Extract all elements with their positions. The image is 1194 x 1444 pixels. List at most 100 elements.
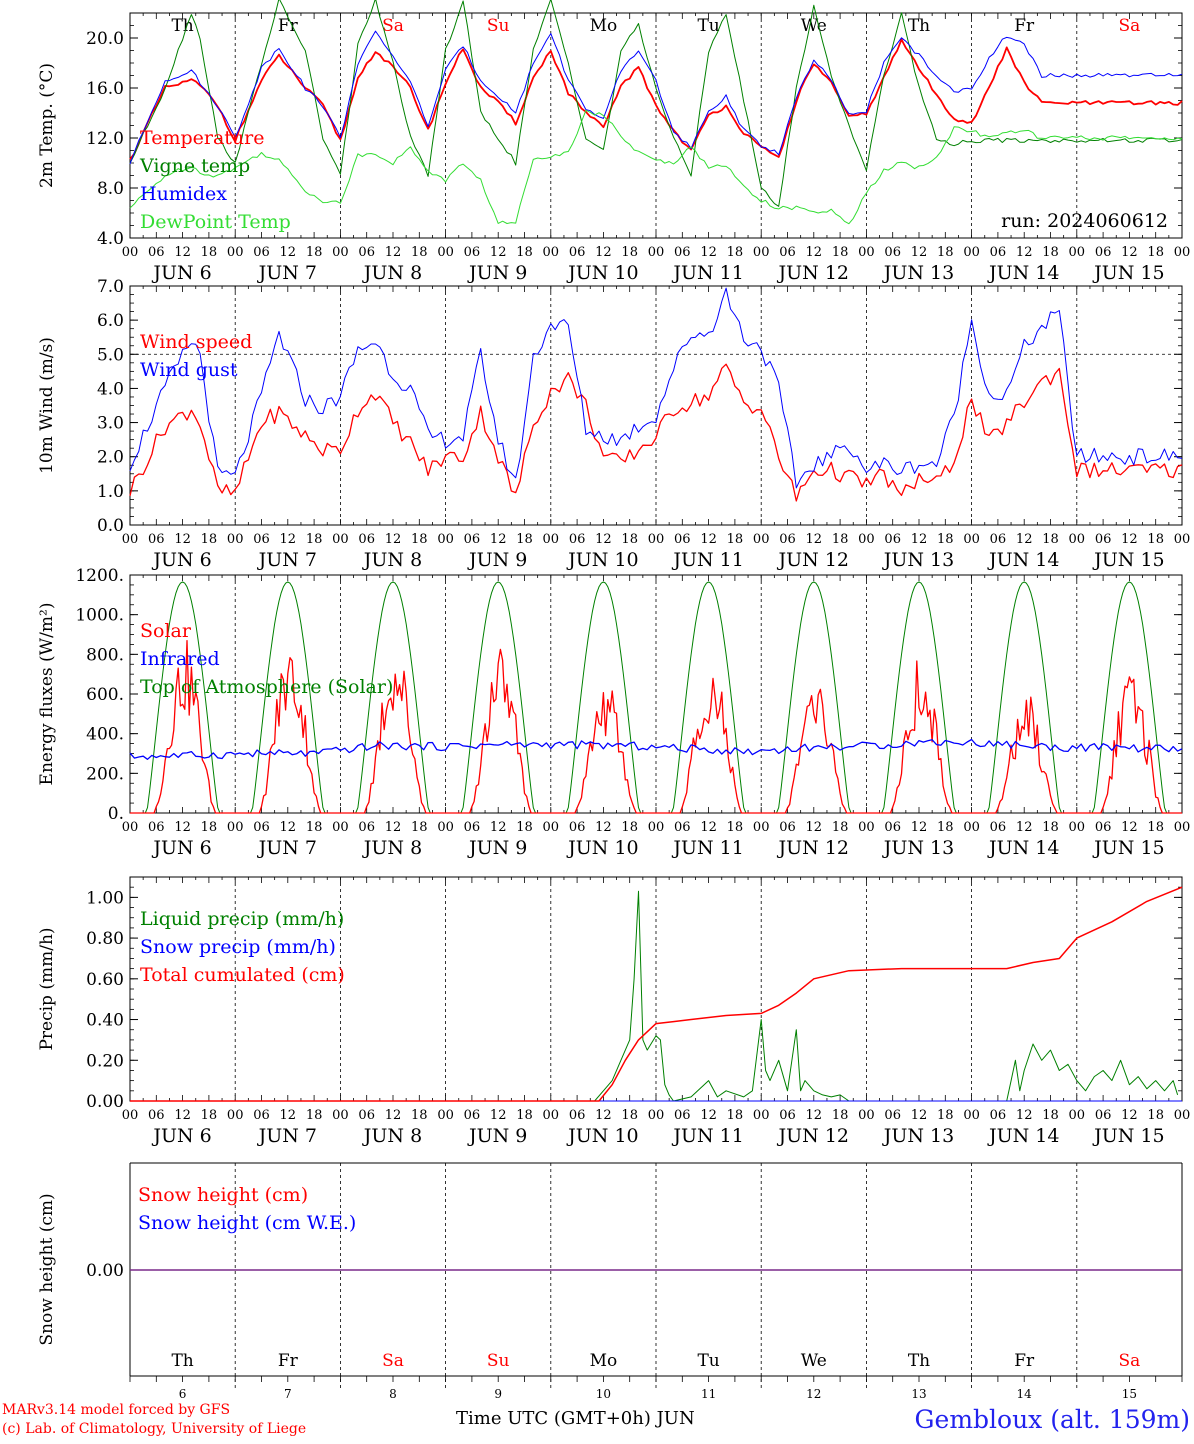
energy-hour-label: 06 — [884, 820, 901, 835]
energy-date-label: JUN 7 — [257, 837, 317, 859]
precip-hour-label: 18 — [516, 1108, 533, 1123]
precip-hour-label: 06 — [358, 1108, 375, 1123]
energy-hour-label: 18 — [1042, 820, 1059, 835]
energy-hour-label: 12 — [595, 820, 612, 835]
wind-hour-label: 00 — [858, 532, 875, 547]
precip-x-axis-labels: 00 06 12 18 JUN 6 00 06 12 18 JUN 7 00 06 12 18 JUN 8 0… — [122, 1108, 1191, 1147]
energy-hour-label: 12 — [911, 820, 928, 835]
temperature-hour-label: 18 — [937, 245, 954, 260]
precip-date-label: JUN 9 — [467, 1125, 527, 1147]
precip-hour-label: 00 — [437, 1108, 454, 1123]
wind-date-label: JUN 11 — [671, 549, 743, 571]
wind-y-tick-label: 1.0 — [97, 482, 124, 502]
wind-hour-label: 18 — [1147, 532, 1164, 547]
temperature-hour-label: 12 — [1016, 245, 1033, 260]
energy-date-label: JUN 14 — [987, 837, 1059, 859]
temperature-hour-label: 00 — [1069, 245, 1086, 260]
snow-day-number: 10 — [596, 1387, 611, 1401]
snow-day-number: 12 — [806, 1387, 821, 1401]
precip-hour-label: 00 — [227, 1108, 244, 1123]
energy-hour-label: 12 — [490, 820, 507, 835]
precip-hour-label: 18 — [832, 1108, 849, 1123]
energy-hour-label: 18 — [306, 820, 323, 835]
wind-hour-label: 00 — [1174, 532, 1191, 547]
wind-y-tick-label: 7.0 — [97, 277, 124, 297]
snow-day-number: 8 — [389, 1387, 397, 1401]
wind-hour-label: 18 — [516, 532, 533, 547]
precip-hour-label: 00 — [858, 1108, 875, 1123]
temperature-weekday-label: Th — [908, 16, 930, 36]
wind-hour-label: 12 — [385, 532, 402, 547]
wind-x-axis-labels: 00 06 12 18 JUN 6 00 06 12 18 JUN 7 00 06 12 18 JUN 8 0… — [122, 532, 1191, 571]
temperature-weekday-label: We — [801, 16, 827, 36]
energy-hour-label: 06 — [253, 820, 270, 835]
energy-hour-label: 00 — [1069, 820, 1086, 835]
precip-hour-label: 18 — [937, 1108, 954, 1123]
snow-legend-entry: Snow height (cm) — [138, 1184, 308, 1206]
temperature-hour-label: 00 — [543, 245, 560, 260]
wind-legend: Wind speed Wind gust — [140, 331, 252, 381]
precip-hour-label: 12 — [280, 1108, 297, 1123]
energy-hour-label: 18 — [516, 820, 533, 835]
wind-hour-label: 00 — [437, 532, 454, 547]
precip-date-label: JUN 7 — [257, 1125, 317, 1147]
precip-hour-label: 12 — [385, 1108, 402, 1123]
wind-panel: 10m Wind (m/s) 0.0 1.0 2.0 3.0 4.0 5.0 6.0 7.0 — [37, 277, 1183, 536]
temperature-panel: Th Fr Sa Su Mo Tu We Th Fr Sa 2m Temp. (°C) 4.0 8.0 1… — [37, 0, 1183, 249]
wind-date-label: JUN 12 — [777, 549, 849, 571]
energy-hour-label: 12 — [1121, 820, 1138, 835]
snow-y-axis-label: Snow height (cm) — [37, 1193, 57, 1345]
energy-hour-label: 06 — [569, 820, 586, 835]
temperature-hour-label: 12 — [700, 245, 717, 260]
temperature-date-label: JUN 10 — [566, 262, 638, 284]
snow-weekday-label: Sa — [382, 1351, 404, 1371]
precip-legend: Liquid precip (mm/h) Snow precip (mm/h) To… — [140, 908, 345, 986]
wind-hour-label: 06 — [569, 532, 586, 547]
wind-hour-label: 06 — [779, 532, 796, 547]
wind-date-label: JUN 14 — [987, 549, 1059, 571]
energy-y-tick-label: 0. — [108, 804, 124, 824]
temperature-hour-label: 12 — [174, 245, 191, 260]
temperature-date-label: JUN 15 — [1092, 262, 1164, 284]
precip-hour-label: 06 — [253, 1108, 270, 1123]
precip-hour-label: 00 — [332, 1108, 349, 1123]
precip-hour-label: 00 — [122, 1108, 139, 1123]
temperature-x-axis-labels: 00 06 12 18 JUN 6 00 06 12 18 JUN 7 00 06 12 18 JUN 8 0… — [122, 245, 1191, 284]
footer-xaxis-label: Time UTC (GMT+0h) JUN — [456, 1408, 695, 1429]
wind-date-label: JUN 6 — [151, 549, 211, 571]
energy-hour-label: 00 — [543, 820, 560, 835]
snow-weekday-label: Fr — [278, 1351, 299, 1371]
wind-y-tick-label: 3.0 — [97, 414, 124, 434]
temperature-hour-label: 06 — [148, 245, 165, 260]
precip-hour-label: 00 — [543, 1108, 560, 1123]
temperature-weekday-label: Su — [487, 16, 510, 36]
energy-hour-label: 18 — [727, 820, 744, 835]
precip-hour-label: 06 — [990, 1108, 1007, 1123]
temperature-weekday-label: Sa — [382, 16, 404, 36]
energy-infrared-line — [129, 738, 1183, 760]
precip-hour-label: 06 — [1095, 1108, 1112, 1123]
energy-hour-label: 00 — [227, 820, 244, 835]
temperature-y-axis-label: 2m Temp. (°C) — [37, 63, 57, 188]
precip-hour-label: 06 — [884, 1108, 901, 1123]
precip-hour-label: 06 — [464, 1108, 481, 1123]
energy-hour-label: 00 — [122, 820, 139, 835]
precip-hour-label: 00 — [648, 1108, 665, 1123]
precip-hour-label: 12 — [490, 1108, 507, 1123]
energy-hour-label: 12 — [700, 820, 717, 835]
temperature-hour-label: 06 — [779, 245, 796, 260]
wind-hour-label: 00 — [122, 532, 139, 547]
wind-hour-label: 12 — [490, 532, 507, 547]
wind-hour-label: 06 — [253, 532, 270, 547]
energy-hour-label: 00 — [648, 820, 665, 835]
wind-y-tick-label: 4.0 — [97, 379, 124, 399]
temperature-weekday-label: Fr — [1014, 16, 1035, 36]
energy-y-axis-label: Energy fluxes (W/m²) — [37, 603, 57, 786]
snow-day-number: 7 — [284, 1387, 292, 1401]
energy-hour-label: 06 — [358, 820, 375, 835]
precip-y-tick-label: 0.00 — [86, 1092, 124, 1112]
energy-hour-label: 06 — [148, 820, 165, 835]
snow-legend: Snow height (cm) Snow height (cm W.E.) — [138, 1184, 356, 1234]
temperature-weekday-label: Mo — [590, 16, 618, 36]
temperature-hour-label: 06 — [990, 245, 1007, 260]
